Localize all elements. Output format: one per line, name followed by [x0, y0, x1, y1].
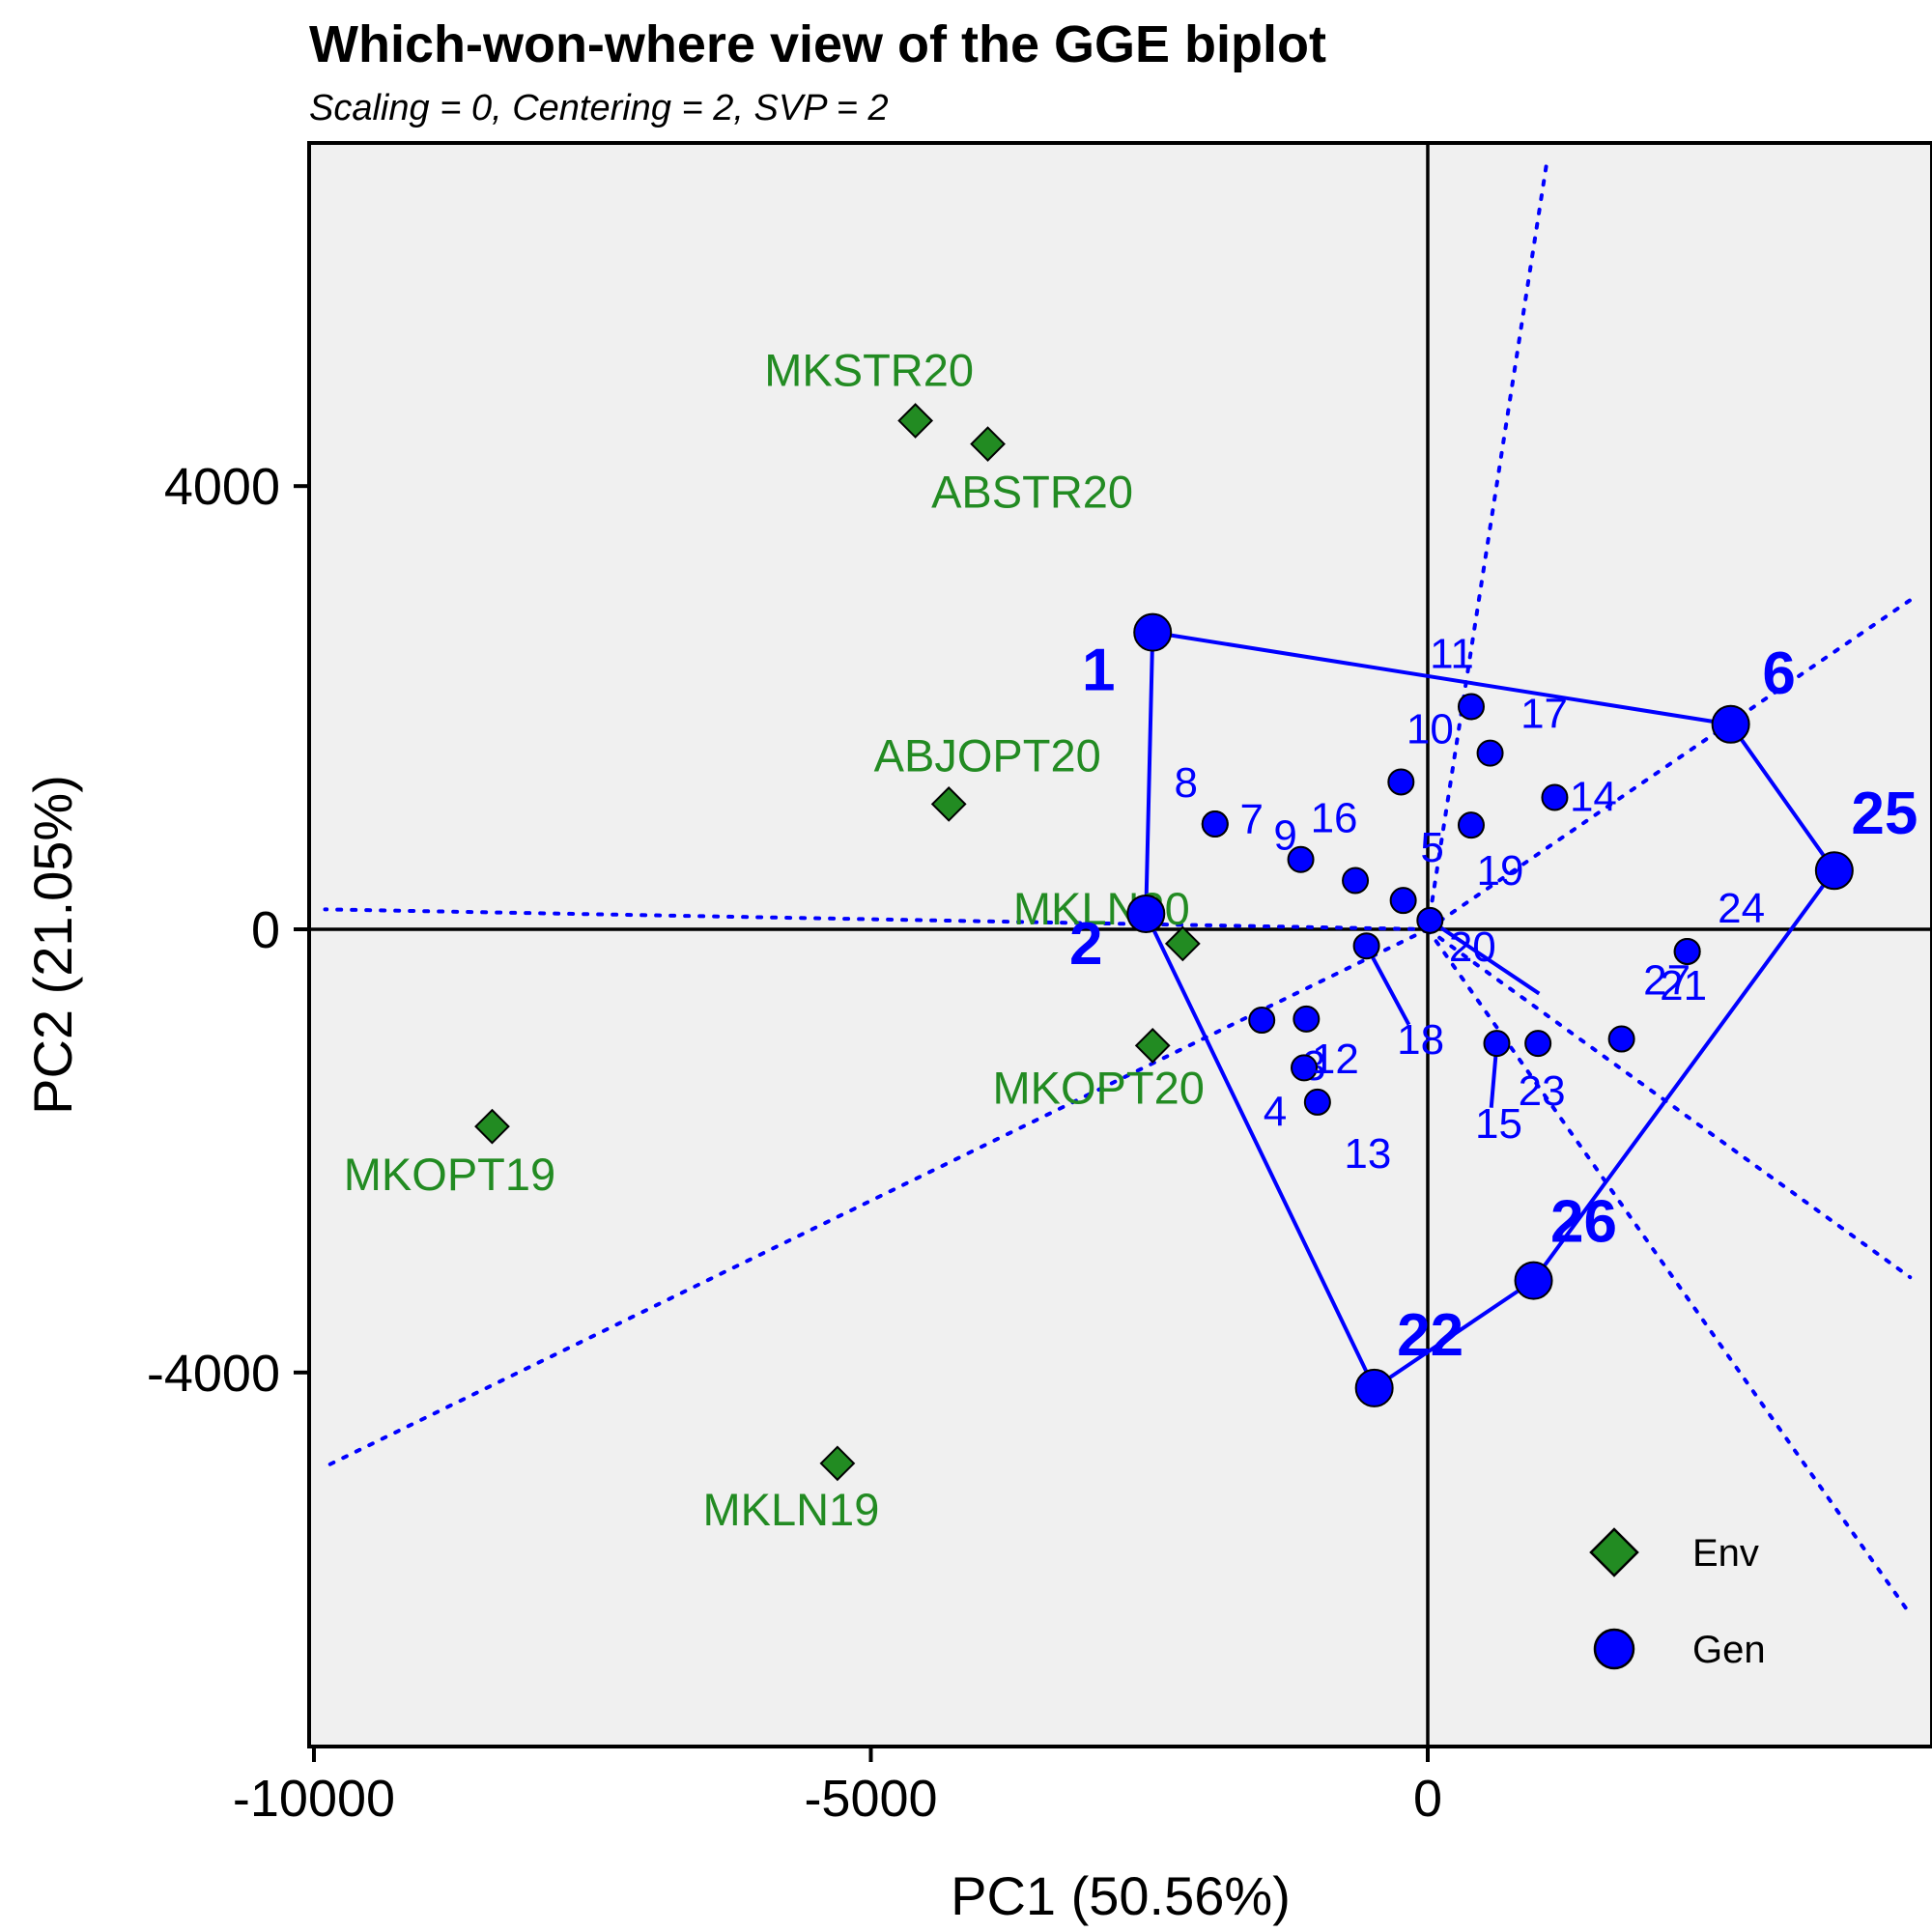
gen-label-15: 15: [1475, 1100, 1522, 1148]
gen-marker-5: [1389, 887, 1417, 915]
gen-marker-25: [1814, 851, 1854, 891]
gen-marker-18: [1352, 932, 1380, 960]
plot-layer: MKSTR20ABSTR20ABJOPT20MKLN20MKOPT20MKOPT…: [309, 143, 1932, 1747]
gen-label-19: 19: [1476, 847, 1523, 895]
perpendicular-line-1: [1364, 945, 1411, 1026]
gen-marker-16: [1342, 867, 1370, 895]
env-label-mkln19: MKLN19: [702, 1484, 879, 1535]
gen-marker-14: [1541, 783, 1569, 811]
gen-marker-11: [1457, 693, 1485, 721]
sector-line-4: [1426, 159, 1549, 931]
chart-title: Which-won-where view of the GGE biplot: [309, 15, 1326, 73]
legend-gen-swatch: [1593, 1628, 1635, 1670]
gen-label-27: 27: [1643, 957, 1690, 1005]
gen-label-1: 1: [1082, 638, 1115, 704]
y-tick-label-0: -4000: [147, 1345, 280, 1403]
gen-label-18: 18: [1397, 1016, 1444, 1064]
gen-marker-10: [1387, 768, 1415, 796]
gen-marker-3: [1248, 1007, 1276, 1035]
legend: Env Gen: [1589, 1527, 1766, 1671]
gen-marker-20: [1416, 906, 1444, 934]
gen-label-14: 14: [1570, 774, 1617, 821]
env-marker-abstr20: [970, 426, 1006, 462]
env-marker-mkln20: [1164, 925, 1201, 962]
gen-marker-13: [1303, 1088, 1331, 1116]
sector-line-3: [1426, 598, 1913, 931]
sector-line-5: [1426, 927, 1913, 1280]
gen-label-17: 17: [1520, 691, 1568, 738]
x-tick-label-1: -5000: [804, 1770, 937, 1828]
gen-label-13: 13: [1344, 1130, 1391, 1178]
env-marker-abjopt20: [930, 786, 967, 822]
gen-label-6: 6: [1762, 640, 1795, 707]
gen-label-5: 5: [1420, 824, 1443, 871]
gen-label-7: 7: [1240, 796, 1264, 843]
env-label-abjopt20: ABJOPT20: [874, 729, 1101, 781]
gen-marker-17: [1476, 739, 1504, 767]
plot-content: MKSTR20ABSTR20ABJOPT20MKLN20MKOPT20MKOPT…: [309, 143, 1932, 1747]
env-marker-mkln19: [819, 1445, 856, 1482]
gen-label-16: 16: [1311, 795, 1358, 842]
env-label-mkopt19: MKOPT19: [344, 1149, 555, 1200]
gen-marker-26: [1514, 1261, 1553, 1300]
env-label-mkopt20: MKOPT20: [993, 1062, 1205, 1113]
legend-env-swatch: [1589, 1527, 1639, 1577]
y-tick-label-1: 0: [251, 901, 280, 959]
gen-label-8: 8: [1175, 759, 1198, 807]
y-tick-label-2: 4000: [164, 458, 280, 516]
gen-marker-2: [1126, 894, 1166, 933]
perpendicular-line-3: [1429, 919, 1541, 996]
gen-marker-23: [1524, 1030, 1552, 1058]
gen-marker-12: [1293, 1005, 1321, 1033]
sector-line-2: [323, 927, 1430, 1469]
gen-marker-15: [1483, 1030, 1511, 1058]
gen-label-10: 10: [1406, 705, 1454, 753]
x-axis-title: PC1 (50.56%): [951, 1865, 1291, 1926]
gen-label-21: 21: [1660, 962, 1707, 1009]
chart-subtitle: Scaling = 0, Centering = 2, SVP = 2: [309, 88, 889, 128]
gen-marker-9: [1287, 845, 1315, 873]
plot-panel: [307, 141, 1932, 1748]
sector-line-1: [323, 907, 1430, 931]
legend-gen-label: Gen: [1692, 1629, 1766, 1671]
gen-marker-4: [1291, 1054, 1319, 1082]
gen-marker-24: [1673, 937, 1701, 965]
gen-label-24: 24: [1718, 885, 1765, 932]
env-marker-mkopt19: [474, 1108, 510, 1145]
gen-label-12: 12: [1312, 1036, 1359, 1083]
gen-label-4: 4: [1264, 1088, 1287, 1135]
gen-label-9: 9: [1273, 812, 1296, 860]
gen-marker-27: [1607, 1025, 1635, 1053]
gen-label-20: 20: [1449, 923, 1496, 971]
env-label-abstr20: ABSTR20: [931, 467, 1133, 518]
env-marker-mkopt20: [1134, 1028, 1171, 1064]
x-tick-label-2: 0: [1413, 1770, 1442, 1828]
gen-marker-1: [1133, 612, 1173, 652]
gen-label-2: 2: [1069, 911, 1102, 978]
y-axis-title: PC2 (21.05%): [22, 775, 83, 1115]
gen-label-23: 23: [1519, 1067, 1566, 1115]
env-marker-mkstr20: [897, 403, 934, 439]
gen-marker-19: [1457, 811, 1485, 839]
gen-label-25: 25: [1851, 781, 1918, 847]
gen-marker-8: [1201, 810, 1229, 838]
axes-layer: -10000 -5000 0 -4000 0 4000: [147, 458, 1442, 1828]
env-label-mkstr20: MKSTR20: [764, 345, 974, 396]
gen-marker-22: [1354, 1368, 1394, 1407]
gen-label-11: 11: [1430, 630, 1474, 677]
sector-line-6: [1426, 927, 1913, 1616]
gen-label-22: 22: [1397, 1302, 1463, 1369]
gen-marker-6: [1711, 704, 1750, 744]
gen-label-26: 26: [1550, 1189, 1617, 1256]
x-tick-label-0: -10000: [233, 1770, 395, 1828]
legend-env-label: Env: [1692, 1532, 1759, 1575]
